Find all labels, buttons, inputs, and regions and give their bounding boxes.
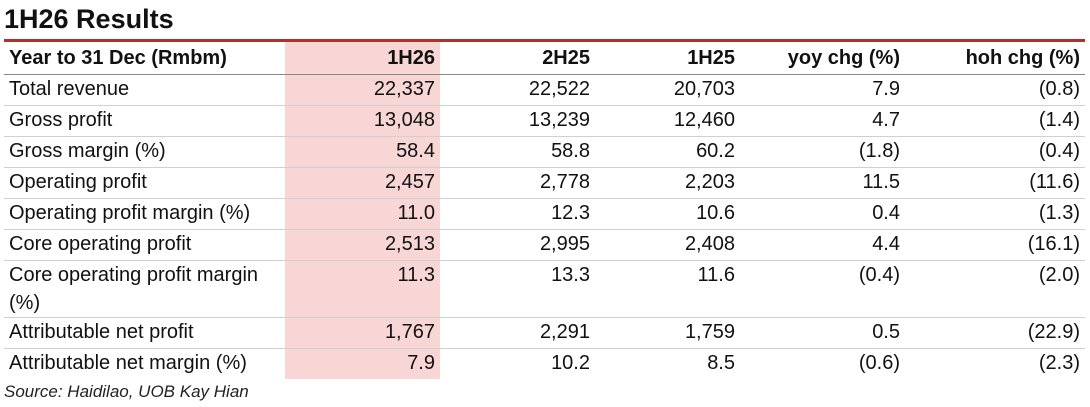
table-row: Total revenue 22,337 22,522 20,703 7.9 (0.8) (4, 74, 1085, 106)
cell: 12.3 (440, 198, 595, 230)
cell: 20,703 (595, 74, 740, 106)
column-header: yoy chg (%) (740, 40, 905, 75)
table-row: Core operating profit margin (%) 11.3 13.3… (4, 260, 1085, 318)
cell: 22,337 (285, 74, 440, 106)
cell: (22.9) (905, 317, 1085, 349)
table-row: Attributable net profit 1,767 2,291 1,759 0.… (4, 317, 1085, 349)
column-header: 2H25 (440, 40, 595, 75)
cell: (2.0) (905, 260, 1085, 318)
cell: 13,048 (285, 105, 440, 137)
cell: 10.6 (595, 198, 740, 230)
cell: (0.4) (740, 260, 905, 318)
cell: (16.1) (905, 229, 1085, 261)
cell: 2,203 (595, 167, 740, 199)
cell: 2,408 (595, 229, 740, 261)
results-table: Year to 31 Dec (Rmbm) 1H26 2H25 1H25 yoy chg… (4, 39, 1085, 379)
cell: 0.5 (740, 317, 905, 349)
header-row: Year to 31 Dec (Rmbm) 1H26 2H25 1H25 yoy chg… (4, 40, 1085, 75)
cell: 13,239 (440, 105, 595, 137)
row-label: Core operating profit margin (%) (4, 260, 285, 318)
cell: (1.8) (740, 136, 905, 168)
cell: 2,513 (285, 229, 440, 261)
cell: (0.4) (905, 136, 1085, 168)
cell: 0.4 (740, 198, 905, 230)
table-row: Attributable net margin (%) 7.9 10.2 8.5 (0.… (4, 348, 1085, 379)
row-label: Gross margin (%) (4, 136, 285, 168)
row-label: Attributable net profit (4, 317, 285, 349)
column-header: hoh chg (%) (905, 40, 1085, 75)
cell: (0.6) (858, 352, 900, 374)
cell: (11.6) (905, 167, 1085, 199)
cell: 13.3 (440, 260, 595, 318)
cell: 7.9 (285, 348, 440, 379)
row-label: Attributable net margin (%) (9, 352, 247, 374)
cell: 58.4 (285, 136, 440, 168)
row-label: Operating profit margin (%) (4, 198, 285, 230)
cell: 4.4 (740, 229, 905, 261)
cell: 60.2 (595, 136, 740, 168)
table-body: Total revenue 22,337 22,522 20,703 7.9 (0.8) G… (4, 74, 1085, 379)
row-label: Total revenue (4, 74, 285, 106)
row-label: Core operating profit (4, 229, 285, 261)
cell: 8.5 (707, 352, 735, 374)
cell: 1,767 (285, 317, 440, 349)
cell: 11.3 (285, 260, 440, 318)
cell: 2,457 (285, 167, 440, 199)
cell: 1,759 (595, 317, 740, 349)
cell: 12,460 (595, 105, 740, 137)
cell: (1.3) (905, 198, 1085, 230)
cell: 2,291 (440, 317, 595, 349)
cell: 11.5 (740, 167, 905, 199)
title: 1H26 Results (4, 4, 174, 34)
table-row: Operating profit margin (%) 11.0 12.3 10.6 0… (4, 198, 1085, 230)
cell: (2.3) (1038, 352, 1080, 374)
cell: 11.0 (285, 198, 440, 230)
cell: 7.9 (740, 74, 905, 106)
cell: (1.4) (905, 105, 1085, 137)
table-row: Gross profit 13,048 13,239 12,460 4.7 (1.4) (4, 105, 1085, 137)
cell: 4.7 (740, 105, 905, 137)
cell: 58.8 (440, 136, 595, 168)
column-header: 1H26 (285, 40, 440, 75)
cell: (0.8) (905, 74, 1085, 106)
cell: 22,522 (440, 74, 595, 106)
cell: 10.2 (551, 352, 590, 374)
table-row: Gross margin (%) 58.4 58.8 60.2 (1.8) (0.4) (4, 136, 1085, 168)
cell: 2,995 (440, 229, 595, 261)
row-label: Operating profit (4, 167, 285, 199)
source-note: Source: Haidilao, UOB Kay Hian (4, 382, 249, 401)
column-header: Year to 31 Dec (Rmbm) (4, 40, 285, 75)
cell: 11.6 (595, 260, 740, 318)
column-header: 1H25 (595, 40, 740, 75)
row-label: Gross profit (4, 105, 285, 137)
table-row: Core operating profit 2,513 2,995 2,408 4.4(… (4, 229, 1085, 261)
cell: 2,778 (440, 167, 595, 199)
table-row: Operating profit 2,457 2,778 2,203 11.5 (11.6… (4, 167, 1085, 199)
